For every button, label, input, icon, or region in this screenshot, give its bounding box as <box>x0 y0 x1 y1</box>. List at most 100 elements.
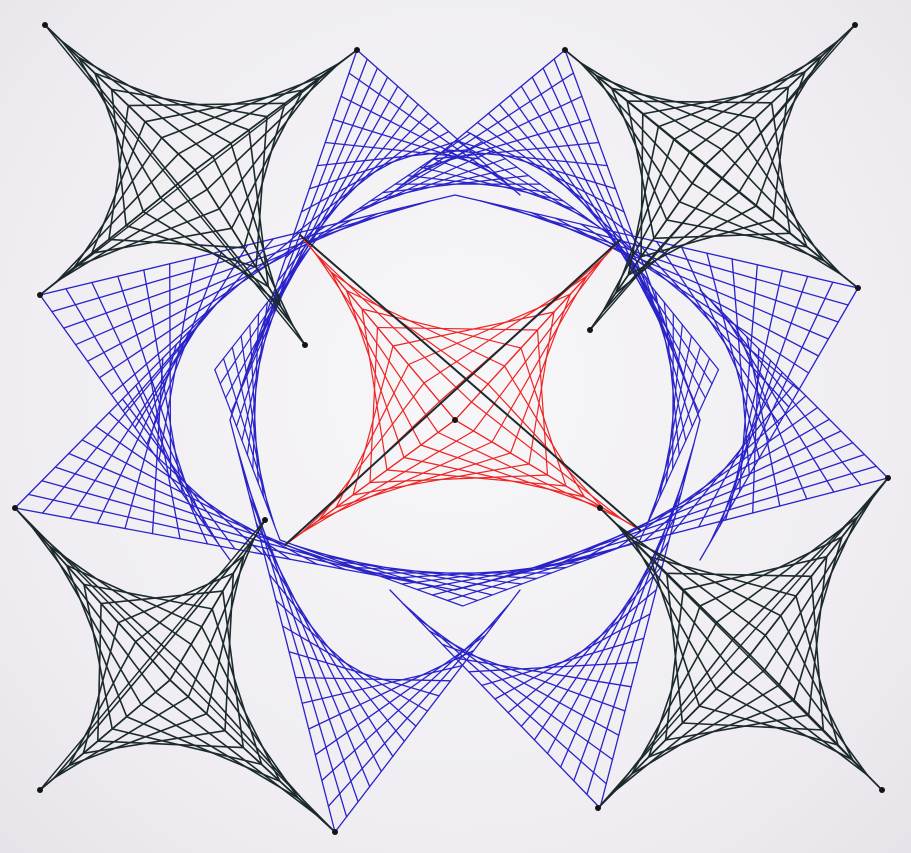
black-thread <box>720 148 842 276</box>
black-thread <box>140 703 300 800</box>
blue-thread <box>719 275 809 527</box>
black-thread <box>299 234 641 531</box>
blue-thread <box>752 348 760 514</box>
black-thread <box>664 588 685 741</box>
black-thread <box>682 555 828 591</box>
pin-dot <box>879 787 885 793</box>
black-thread <box>664 714 810 741</box>
red-thread <box>330 271 422 446</box>
black-thread <box>704 24 856 166</box>
black-thread <box>627 205 757 276</box>
red-thread <box>369 326 379 484</box>
blue-thread <box>389 589 601 809</box>
black-thread <box>56 153 180 282</box>
black-thread <box>691 182 842 276</box>
black-thread <box>649 556 797 597</box>
black-thread <box>108 104 130 241</box>
blue-thread <box>639 369 720 541</box>
blue-thread <box>214 234 321 371</box>
black-thread <box>97 740 245 749</box>
blue-thread <box>699 289 889 479</box>
black-thread <box>626 100 655 240</box>
blue-thread <box>454 657 632 688</box>
black-thread <box>615 523 767 637</box>
black-thread <box>589 24 856 331</box>
blue-thread <box>294 676 452 682</box>
blue-thread <box>697 371 783 528</box>
pin-layer <box>12 22 891 835</box>
black-thread <box>597 654 751 809</box>
blue-thread <box>91 281 207 528</box>
blue-thread <box>494 613 651 700</box>
black-thread <box>110 88 268 118</box>
blue-thread <box>327 604 510 807</box>
black-thread <box>764 634 869 776</box>
black-thread <box>154 691 318 816</box>
blue-thread <box>316 149 470 167</box>
black-thread <box>665 572 684 724</box>
blue-thread <box>672 312 674 470</box>
black-thread <box>770 102 791 235</box>
black-thread <box>688 39 840 153</box>
black-thread <box>626 100 773 104</box>
pin-dot <box>587 327 593 333</box>
black-thread <box>632 539 718 690</box>
black-thread <box>601 151 691 313</box>
blue-thread <box>332 118 491 169</box>
black-thread <box>807 555 828 716</box>
blue-thread <box>444 149 608 167</box>
black-thread <box>206 62 340 191</box>
black-thread <box>14 507 336 833</box>
black-thread <box>627 125 660 276</box>
black-thread <box>97 602 102 742</box>
black-thread <box>640 218 774 258</box>
black-thread <box>673 55 823 141</box>
black-thread <box>65 564 128 718</box>
black-thread <box>111 728 263 766</box>
blue-thread <box>722 312 835 493</box>
black-thread <box>678 200 825 262</box>
black-thread <box>68 640 137 767</box>
black-thread <box>255 115 268 269</box>
black-thread <box>647 605 701 758</box>
red-thread <box>407 293 572 366</box>
black-thread <box>749 477 889 656</box>
blue-thread <box>14 289 231 509</box>
black-thread <box>152 536 256 662</box>
blue-thread <box>444 149 588 219</box>
blue-thread <box>158 256 197 462</box>
black-thread <box>77 56 162 199</box>
black-thread <box>65 564 203 628</box>
black-thread <box>190 643 300 800</box>
blue-thread <box>402 602 607 785</box>
center-pin <box>452 417 458 423</box>
black-thread <box>160 75 322 139</box>
blue-thread <box>146 250 223 445</box>
blue-thread <box>728 269 784 510</box>
red-thread <box>318 441 493 521</box>
pin-dot <box>302 342 308 348</box>
pin-dot <box>562 47 568 53</box>
black-thread <box>610 87 756 120</box>
black-thread <box>125 715 281 783</box>
black-thread <box>39 519 266 791</box>
black-thread <box>248 129 270 288</box>
black-thread <box>779 614 854 761</box>
black-thread <box>60 40 179 185</box>
black-thread <box>177 62 340 155</box>
black-thread <box>94 72 250 131</box>
black-thread <box>230 89 304 230</box>
black-thread <box>641 86 790 115</box>
blue-thread <box>65 288 219 545</box>
red-thread <box>536 329 549 476</box>
blue-thread <box>356 49 521 196</box>
black-thread <box>39 679 171 791</box>
black-thread <box>665 219 808 248</box>
red-thread <box>392 311 555 347</box>
black-thread <box>100 590 224 605</box>
black-thread <box>630 684 781 775</box>
black-thread <box>48 545 142 706</box>
black-thread <box>595 74 740 135</box>
blue-thread <box>321 619 498 782</box>
